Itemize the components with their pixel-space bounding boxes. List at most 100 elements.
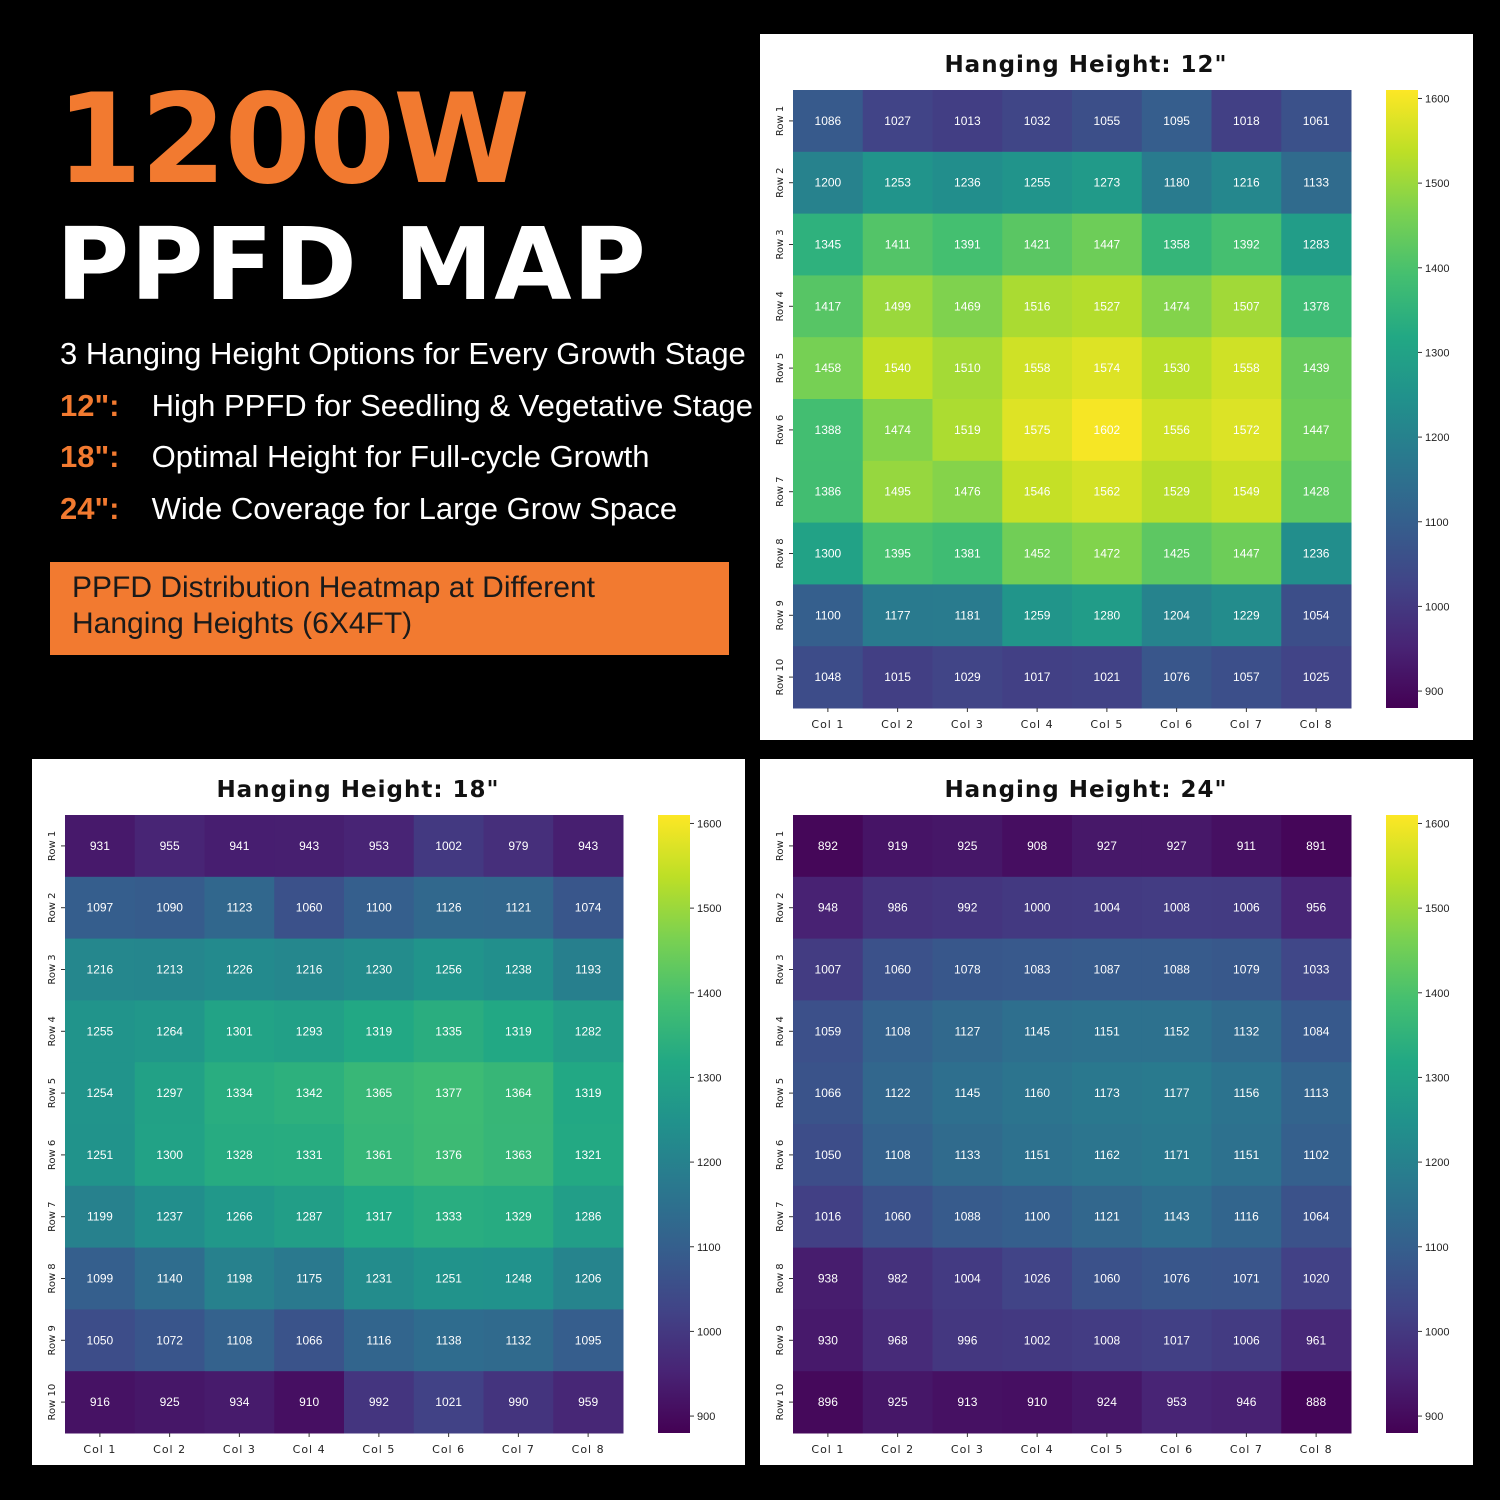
heatmap-24-svg: Hanging Height: 24" 892 919 925 908 927 927 911… xyxy=(775,777,1449,1456)
heatmap-cell xyxy=(134,1000,205,1063)
y-tick-label: Row 10 xyxy=(775,659,786,696)
x-tick-label: Col 4 xyxy=(1021,1443,1054,1456)
cell-value-label: 1199 xyxy=(87,1210,113,1224)
cell-value-label: 961 xyxy=(1306,1333,1326,1347)
heatmap-cell xyxy=(274,1124,345,1187)
heatmap-cell xyxy=(862,1124,933,1187)
y-tick-label: Row 6 xyxy=(775,1140,786,1170)
heatmap-cell xyxy=(134,1309,205,1372)
cell-value-label: 1016 xyxy=(815,1210,842,1224)
heatmap-cell xyxy=(932,460,1003,524)
cell-value-label: 1321 xyxy=(575,1148,602,1162)
heatmap-cell xyxy=(1281,876,1352,940)
cell-value-label: 1060 xyxy=(1094,1272,1121,1286)
y-tick-label: Row 3 xyxy=(47,954,58,984)
heatmap-cell xyxy=(1281,1062,1352,1125)
heatmap-cell xyxy=(1281,1309,1352,1372)
heatmap-cell xyxy=(344,1247,415,1310)
heatmap-cell xyxy=(793,1000,864,1063)
heatmap-cell xyxy=(1141,460,1212,524)
cell-value-label: 1529 xyxy=(1163,485,1190,499)
cell-value-label: 1048 xyxy=(815,670,842,684)
cell-value-label: 1395 xyxy=(884,547,911,561)
heatmap-cell xyxy=(1281,337,1352,400)
cell-value-label: 1458 xyxy=(815,361,842,375)
heatmap-cell xyxy=(1002,1000,1073,1063)
cell-value-label: 1391 xyxy=(954,238,981,252)
heatmap-cell xyxy=(204,815,275,878)
cell-value-label: 1116 xyxy=(1234,1210,1259,1224)
cell-value-label: 1095 xyxy=(575,1333,602,1347)
colorbar-tick-label: 1300 xyxy=(1425,347,1449,359)
heatmap-title: Hanging Height: 24" xyxy=(944,777,1227,803)
heatmap-cell xyxy=(65,1247,136,1310)
heatmap-cell xyxy=(932,1247,1003,1310)
cell-value-label: 1226 xyxy=(226,963,253,977)
cell-value-label: 1301 xyxy=(226,1024,253,1038)
heatmap-cell xyxy=(1281,938,1352,1001)
heatmap-cell xyxy=(1002,399,1073,462)
heatmap-cell xyxy=(553,1000,624,1063)
cell-value-label: 1121 xyxy=(505,901,531,915)
heatmap-cell xyxy=(483,815,554,878)
cell-value-label: 1300 xyxy=(815,547,842,561)
heatmap-cell xyxy=(274,1062,345,1125)
cell-value-label: 1173 xyxy=(1094,1086,1120,1100)
cell-value-label: 959 xyxy=(578,1395,598,1409)
cell-value-label: 1066 xyxy=(296,1333,323,1347)
cell-value-label: 996 xyxy=(957,1333,977,1347)
heatmap-cell xyxy=(1141,399,1212,462)
heatmap-cell xyxy=(483,876,554,940)
cell-value-label: 1255 xyxy=(1024,176,1051,190)
cell-value-label: 1033 xyxy=(1303,963,1330,977)
heatmap-cell xyxy=(413,1371,484,1434)
y-tick-label: Row 6 xyxy=(47,1140,58,1170)
cell-value-label: 1476 xyxy=(954,485,981,499)
cell-value-label: 1198 xyxy=(226,1272,252,1286)
heatmap-cell xyxy=(793,337,864,400)
heatmap-cell xyxy=(1281,399,1352,462)
y-tick-label: Row 9 xyxy=(47,1325,58,1355)
cell-value-label: 1474 xyxy=(884,423,911,437)
heatmap-cell xyxy=(1002,522,1073,585)
cell-value-label: 1078 xyxy=(954,963,981,977)
heatmap-cell xyxy=(134,1124,205,1187)
x-tick-label: Col 2 xyxy=(881,1443,914,1456)
cell-value-label: 1300 xyxy=(156,1148,183,1162)
cell-value-label: 1200 xyxy=(815,176,842,190)
hero-title-wattage: 1200W xyxy=(56,68,530,212)
colorbar-tick-label: 1600 xyxy=(697,818,721,830)
cell-value-label: 1162 xyxy=(1094,1148,1120,1162)
cell-value-label: 1558 xyxy=(1233,361,1260,375)
y-tick-label: Row 2 xyxy=(775,168,786,198)
cell-value-label: 990 xyxy=(508,1395,528,1409)
cell-value-label: 992 xyxy=(957,901,977,915)
heatmap-cell xyxy=(1002,337,1073,400)
cell-value-label: 1181 xyxy=(954,608,980,622)
cell-value-label: 919 xyxy=(888,839,908,853)
heatmap-cell xyxy=(1281,151,1352,215)
hero-subtitle: 3 Hanging Height Options for Every Growt… xyxy=(60,336,746,371)
x-tick-label: Col 3 xyxy=(951,718,984,731)
cell-value-label: 1180 xyxy=(1164,176,1190,190)
heatmap-cell xyxy=(862,522,933,585)
colorbar-tick-label: 1300 xyxy=(1425,1072,1449,1084)
heatmap-cell xyxy=(793,90,864,153)
cell-value-label: 1076 xyxy=(1163,670,1190,684)
cell-value-label: 1029 xyxy=(954,670,981,684)
heatmap-cell xyxy=(793,399,864,462)
heatmap-cell xyxy=(793,938,864,1001)
cell-value-label: 1008 xyxy=(1163,901,1190,915)
colorbar-tick-label: 1000 xyxy=(1425,601,1449,613)
cell-value-label: 1251 xyxy=(87,1148,114,1162)
heatmap-cell xyxy=(862,151,933,215)
heatmap-cell xyxy=(1072,337,1143,400)
cell-value-label: 1121 xyxy=(1094,1210,1120,1224)
heatmap-cell xyxy=(1141,1185,1212,1249)
cell-value-label: 1002 xyxy=(435,839,462,853)
heatmap-cell xyxy=(1072,399,1143,462)
heatmap-cell xyxy=(862,1371,933,1434)
heatmap-cell xyxy=(553,1062,624,1125)
cell-value-label: 1152 xyxy=(1164,1024,1190,1038)
heatmap-cell xyxy=(932,1000,1003,1063)
